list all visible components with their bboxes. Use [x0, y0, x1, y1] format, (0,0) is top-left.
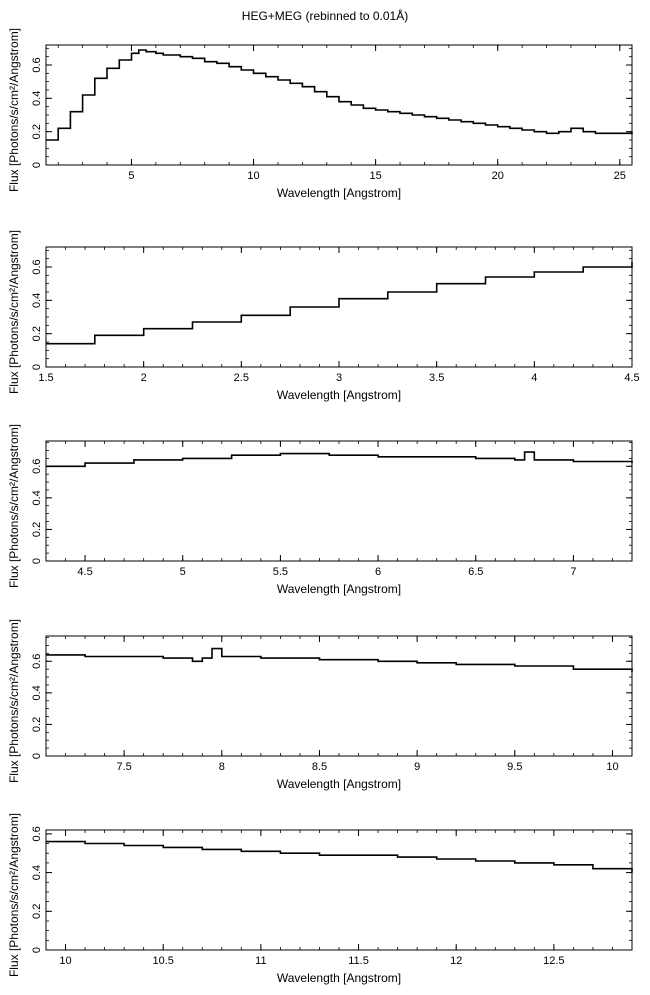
y-tick-label: 0.4	[31, 91, 43, 106]
y-tick-label: 0.2	[31, 522, 43, 537]
x-tick-label: 4.5	[624, 372, 639, 384]
x-tick-label: 11.5	[348, 955, 369, 967]
chart-panel-4: 7.5 8 8.5 9 9.5 10 0 0.2 0.4 0.6 Wavelength [Angst…	[7, 619, 633, 791]
x-axis-title: Wavelength [Angstrom]	[277, 777, 401, 791]
x-tick-label: 15	[370, 170, 382, 182]
y-axis-title: Flux [Photons/s/cm²/Angstrom]	[7, 619, 21, 783]
x-tick-label: 5.5	[273, 566, 288, 578]
y-tick-label: 0	[31, 162, 43, 168]
y-tick-label: 0	[31, 947, 43, 953]
plot-frame	[45, 829, 633, 951]
x-tick-label: 10	[247, 170, 259, 182]
x-tick-label: 20	[492, 170, 504, 182]
x-axis-title: Wavelength [Angstrom]	[277, 186, 401, 200]
x-tick-label: 3	[336, 372, 342, 384]
x-axis-title: Wavelength [Angstrom]	[277, 388, 401, 402]
spectrum-line	[46, 451, 633, 468]
x-tick-label: 9.5	[507, 761, 522, 773]
x-tick-label: 11	[255, 955, 266, 967]
x-tick-label: 7.5	[116, 761, 131, 773]
y-tick-label: 0.2	[31, 124, 43, 139]
y-tick-label: 0.6	[31, 654, 43, 669]
y-tick-label: 0.4	[31, 865, 43, 880]
y-tick-label: 0.2	[31, 717, 43, 732]
x-tick-label: 9	[414, 761, 420, 773]
y-tick-label: 0.2	[31, 904, 43, 919]
x-tick-label: 10	[59, 955, 71, 967]
y-tick-label: 0	[31, 364, 43, 370]
y-tick-label: 0.2	[31, 326, 43, 341]
y-axis-title: Flux [Photons/s/cm²/Angstrom]	[7, 28, 21, 192]
y-tick-label: 0.6	[31, 826, 43, 841]
plot-frame	[45, 635, 633, 757]
chart-panel-3: 4.5 5 5.5 6 6.5 7 0 0.2 0.4 0.6 Wavelength [Angstr…	[7, 424, 633, 596]
figure-title: HEG+MEG (rebinned to 0.01Å)	[241, 9, 409, 23]
x-tick-label: 4.5	[77, 566, 92, 578]
x-tick-label: 12	[450, 955, 462, 967]
y-tick-label: 0.6	[31, 57, 43, 72]
spectrum-line	[46, 49, 633, 141]
x-tick-label: 10.5	[152, 955, 173, 967]
plot-frame	[45, 440, 633, 562]
y-tick-label: 0.4	[31, 685, 43, 700]
x-tick-label: 1.5	[38, 372, 53, 384]
x-tick-label: 4	[531, 372, 537, 384]
y-tick-label: 0.4	[31, 293, 43, 308]
x-tick-label: 8	[219, 761, 225, 773]
x-tick-label: 3.5	[429, 372, 444, 384]
x-tick-label: 10	[606, 761, 618, 773]
y-tick-label: 0	[31, 753, 43, 759]
y-tick-label: 0.6	[31, 259, 43, 274]
y-axis-title: Flux [Photons/s/cm²/Angstrom]	[7, 424, 21, 588]
x-tick-label: 6.5	[468, 566, 483, 578]
x-tick-label: 7	[570, 566, 576, 578]
chart-panel-5: 10 10.5 11 11.5 12 12.5 0 0.2 0.4 0.6 Wavelength […	[7, 813, 633, 985]
plot-frame	[45, 44, 633, 166]
x-tick-label: 5	[180, 566, 186, 578]
y-tick-label: 0	[31, 558, 43, 564]
x-axis-title: Wavelength [Angstrom]	[277, 971, 401, 985]
x-tick-label: 2	[141, 372, 147, 384]
x-tick-label: 25	[614, 170, 626, 182]
x-axis-title: Wavelength [Angstrom]	[277, 582, 401, 596]
spectrum-line	[46, 262, 633, 345]
x-tick-label: 2.5	[234, 372, 249, 384]
x-tick-label: 5	[128, 170, 134, 182]
x-tick-label: 12.5	[543, 955, 564, 967]
y-axis-title: Flux [Photons/s/cm²/Angstrom]	[7, 230, 21, 394]
x-tick-label: 8.5	[312, 761, 327, 773]
chart-panel-2: 1.5 2 2.5 3 3.5 4 4.5 0 0.2 0.4 0.6 Wavelength [Ang…	[7, 230, 640, 402]
y-tick-label: 0.4	[31, 490, 43, 505]
spectrum-line	[46, 647, 633, 673]
chart-panel-1: 5 10 15 20 25 0 0.2 0.4 0.6 Wavelength [Angstrom]…	[7, 28, 633, 200]
y-tick-label: 0.6	[31, 459, 43, 474]
spectrum-line	[46, 840, 633, 873]
y-axis-title: Flux [Photons/s/cm²/Angstrom]	[7, 813, 21, 977]
x-tick-label: 6	[375, 566, 381, 578]
